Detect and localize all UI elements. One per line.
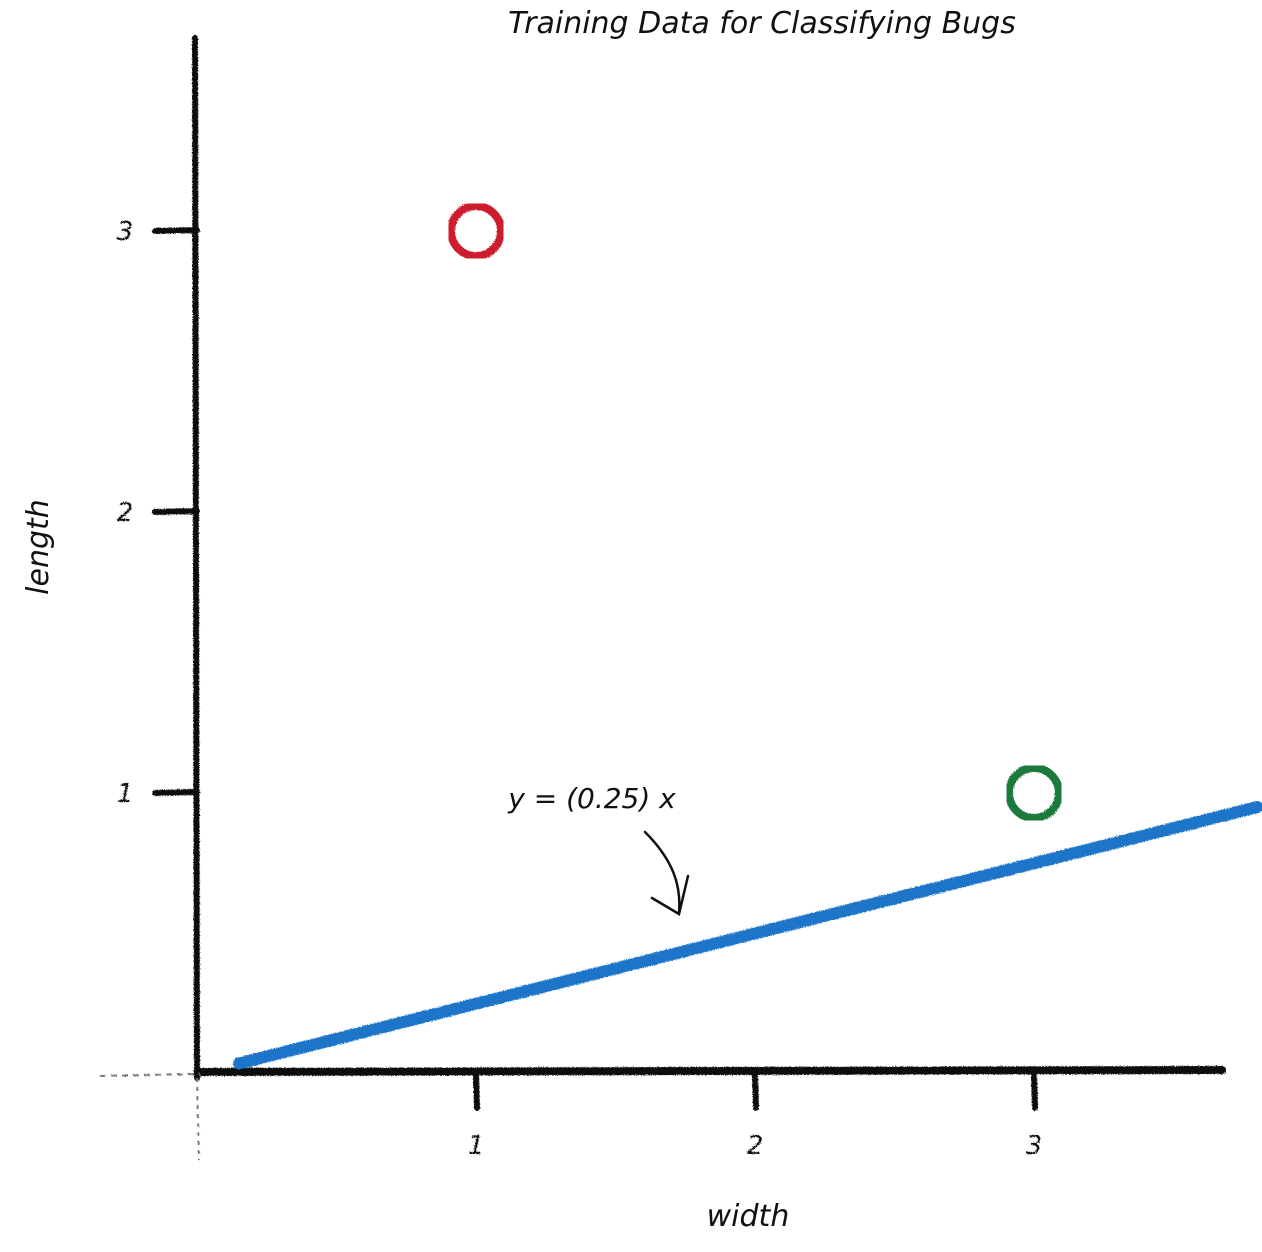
annotation-arrow-shaft (643, 830, 681, 915)
data-points (447, 202, 1063, 822)
data-point (1005, 764, 1063, 822)
y-ticks: 1 2 3 (117, 217, 200, 809)
chart-title: Training Data for Classifying Bugs (508, 6, 1016, 41)
x-ticks: 1 2 3 (468, 1071, 1043, 1161)
x-tick-mark (752, 1071, 759, 1111)
x-tick-mark (1031, 1071, 1038, 1111)
x-tick-label: 3 (1026, 1131, 1043, 1161)
x-axis-line (196, 1066, 1226, 1076)
y-axis-label: length (21, 499, 56, 595)
y-axis-line (192, 35, 200, 1081)
y-tick-label: 3 (117, 217, 134, 247)
y-tick-label: 1 (117, 779, 134, 809)
x-axis-extension (99, 1073, 201, 1077)
annotation-arrow-head (650, 874, 690, 916)
y-tick-mark (152, 789, 200, 796)
data-point (447, 202, 505, 260)
line-equation-label: y = (0.25) x (507, 782, 676, 815)
x-tick-mark (473, 1071, 480, 1111)
annotation-arrow (643, 830, 690, 916)
y-axis-extension (196, 1077, 200, 1161)
y-tick-mark (152, 227, 200, 234)
x-tick-label: 1 (468, 1131, 485, 1161)
y-tick-label: 2 (117, 498, 134, 528)
axes (99, 35, 1226, 1161)
fit-line (232, 801, 1262, 1070)
x-tick-label: 2 (747, 1131, 764, 1161)
x-axis-label: width (707, 1199, 790, 1234)
y-tick-mark (152, 508, 200, 515)
